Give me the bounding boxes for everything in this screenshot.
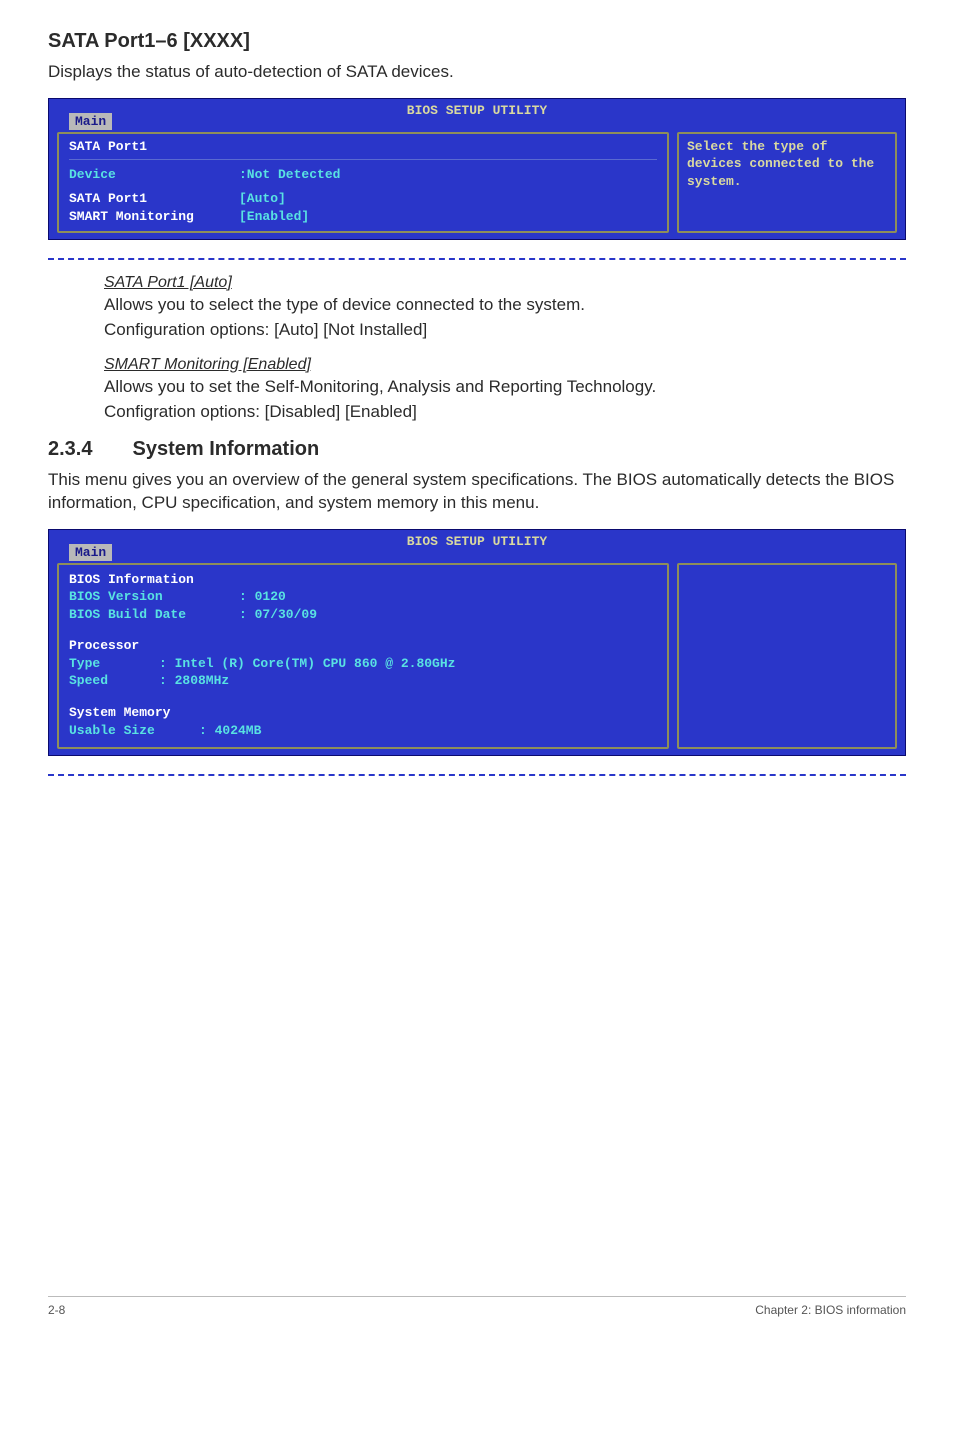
- bios2-mem-header: System Memory: [69, 704, 657, 722]
- bios2-ver-value: : 0120: [239, 588, 657, 606]
- sysinfo-heading-row: 2.3.4 System Information: [48, 438, 906, 461]
- bios2-proc-header: Processor: [69, 637, 657, 655]
- sata-intro: Displays the status of auto-detection of…: [48, 61, 906, 84]
- bios2-bios-info-header: BIOS Information: [69, 571, 657, 589]
- bios1-left-pane: SATA Port1 Device :Not Detected SATA Por…: [57, 132, 669, 233]
- note2-line1: Allows you to set the Self-Monitoring, A…: [104, 376, 906, 399]
- bios2-type-value: : Intel (R) Core(TM) CPU 860 @ 2.80GHz: [159, 655, 657, 673]
- bios1-right-pane: Select the type of devices connected to …: [677, 132, 897, 233]
- bios1-sata-port-label: SATA Port1: [69, 190, 239, 208]
- bios2-usable-row: Usable Size : 4024MB: [69, 722, 657, 740]
- sysinfo-intro: This menu gives you an overview of the g…: [48, 469, 906, 515]
- note-sata-port1: SATA Port1 [Auto] Allows you to select t…: [104, 274, 906, 342]
- bios1-sata-port-value: [Auto]: [239, 190, 657, 208]
- bios2-speed-label: Speed: [69, 672, 159, 690]
- note1-title: SATA Port1 [Auto]: [104, 274, 906, 292]
- bios2-title: BIOS SETUP UTILITY: [407, 534, 547, 549]
- bios2-left-pane: BIOS Information BIOS Version : 0120 BIO…: [57, 563, 669, 749]
- bios1-smart-value: [Enabled]: [239, 208, 657, 226]
- bios2-type-label: Type: [69, 655, 159, 673]
- bios1-titlebar: BIOS SETUP UTILITY Main: [49, 99, 905, 118]
- note2-line2: Configration options: [Disabled] [Enable…: [104, 401, 906, 424]
- bios1-cut-line: [48, 256, 906, 260]
- bios2-usable-value: : 4024MB: [199, 722, 657, 740]
- bios2-titlebar: BIOS SETUP UTILITY Main: [49, 530, 905, 549]
- note1-line1: Allows you to select the type of device …: [104, 294, 906, 317]
- footer-right: Chapter 2: BIOS information: [755, 1303, 906, 1317]
- page-footer: 2-8 Chapter 2: BIOS information: [48, 1296, 906, 1317]
- bios2-speed-value: : 2808MHz: [159, 672, 657, 690]
- sysinfo-number: 2.3.4: [48, 438, 92, 461]
- bios1-sata-port-row[interactable]: SATA Port1 [Auto]: [69, 190, 657, 208]
- bios1-help-text: Select the type of devices connected to …: [687, 138, 887, 191]
- bios1-smart-label: SMART Monitoring: [69, 208, 239, 226]
- bios2-usable-label: Usable Size: [69, 722, 199, 740]
- bios2-date-label: BIOS Build Date: [69, 606, 239, 624]
- bios2-speed-row: Speed : 2808MHz: [69, 672, 657, 690]
- bios-panel-2: BIOS SETUP UTILITY Main BIOS Information…: [48, 529, 906, 756]
- bios1-smart-row[interactable]: SMART Monitoring [Enabled]: [69, 208, 657, 226]
- bios1-device-value: :Not Detected: [239, 166, 657, 184]
- bios1-tab-main[interactable]: Main: [69, 113, 112, 130]
- bios1-title: BIOS SETUP UTILITY: [407, 103, 547, 118]
- sysinfo-title: System Information: [132, 438, 319, 461]
- bios2-right-pane: [677, 563, 897, 749]
- bios2-ver-row: BIOS Version : 0120: [69, 588, 657, 606]
- bios2-cut-line: [48, 772, 906, 776]
- bios1-device-label: Device: [69, 166, 239, 184]
- bios2-tab-main[interactable]: Main: [69, 544, 112, 561]
- bios-panel-1: BIOS SETUP UTILITY Main SATA Port1 Devic…: [48, 98, 906, 240]
- bios1-left-header: SATA Port1: [69, 138, 657, 156]
- note-smart: SMART Monitoring [Enabled] Allows you to…: [104, 356, 906, 424]
- bios2-date-value: : 07/30/09: [239, 606, 657, 624]
- note2-title: SMART Monitoring [Enabled]: [104, 356, 906, 374]
- bios2-type-row: Type : Intel (R) Core(TM) CPU 860 @ 2.80…: [69, 655, 657, 673]
- sata-heading: SATA Port1–6 [XXXX]: [48, 30, 906, 53]
- footer-left: 2-8: [48, 1303, 65, 1317]
- note1-line2: Configuration options: [Auto] [Not Insta…: [104, 319, 906, 342]
- bios1-device-row: Device :Not Detected: [69, 166, 657, 184]
- bios2-date-row: BIOS Build Date : 07/30/09: [69, 606, 657, 624]
- bios1-divider: [69, 159, 657, 160]
- bios2-ver-label: BIOS Version: [69, 588, 239, 606]
